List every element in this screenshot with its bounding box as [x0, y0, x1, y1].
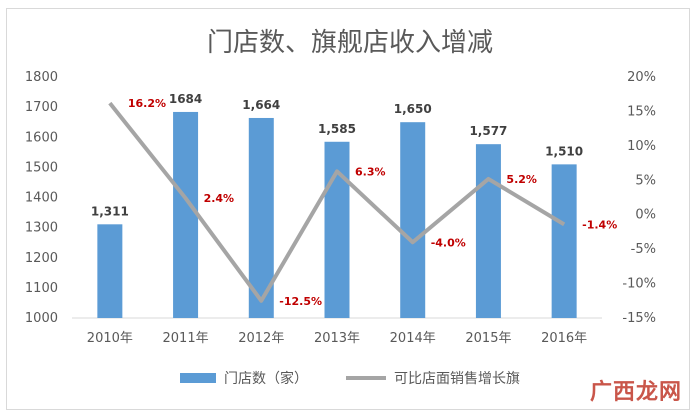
bar-data-label: 1,585	[318, 122, 356, 136]
y-left-tick-label: 1500	[25, 160, 58, 175]
bar-data-label: 1,311	[91, 204, 129, 218]
growth-data-label: -1.4%	[582, 218, 617, 231]
bar-data-label: 1,664	[242, 98, 280, 112]
bar	[97, 224, 123, 318]
growth-data-label: -4.0%	[431, 236, 466, 249]
bar-data-label: 1,650	[394, 102, 432, 116]
growth-data-label: 5.2%	[506, 173, 537, 186]
bar	[324, 141, 350, 318]
chart-title: 门店数、旗舰店收入增减	[206, 28, 493, 58]
watermark-logo: 广西龙网	[589, 380, 682, 405]
y-right-tick-label: -5%	[631, 242, 656, 257]
y-left-tick-label: 1400	[25, 191, 58, 206]
legend-swatch-growth	[346, 376, 386, 380]
x-tick-label: 2015年	[465, 331, 511, 346]
bar	[475, 144, 501, 318]
x-tick-label: 2013年	[314, 331, 360, 346]
growth-data-label: -12.5%	[279, 295, 322, 308]
bar	[551, 164, 577, 318]
y-left-tick-label: 1000	[25, 311, 58, 326]
growth-line	[108, 101, 566, 303]
y-right-tick-label: 20%	[627, 70, 656, 85]
x-tick-label: 2014年	[390, 331, 436, 346]
chart-legend: 门店数（家） 可比店面销售增长旗	[0, 368, 700, 388]
y-left-tick-label: 1700	[25, 100, 58, 115]
bar	[400, 122, 426, 318]
y-left-tick-label: 1300	[25, 221, 58, 236]
x-tick-label: 2012年	[238, 331, 284, 346]
growth-data-label: 6.3%	[355, 165, 386, 178]
legend-label-stores: 门店数（家）	[224, 371, 308, 387]
y-left-tick-label: 1600	[25, 130, 58, 145]
y-right-tick-label: 15%	[627, 104, 656, 119]
growth-data-label: 16.2%	[128, 97, 166, 110]
bar	[173, 111, 199, 318]
x-tick-label: 2011年	[163, 331, 209, 346]
legend-item-stores: 门店数（家）	[180, 368, 308, 388]
y-right-tick-label: -15%	[622, 311, 656, 326]
bar-data-label: 1684	[169, 92, 202, 106]
y-right-tick-label: -10%	[622, 277, 656, 292]
legend-swatch-stores	[180, 373, 216, 383]
y-right-tick-label: 10%	[627, 139, 656, 154]
y-left-tick-label: 1100	[25, 281, 58, 296]
y-right-tick-label: 0%	[635, 208, 656, 223]
y-left-tick-label: 1800	[25, 70, 58, 85]
legend-label-growth: 可比店面销售增长旗	[394, 371, 520, 387]
y-left-tick-label: 1200	[25, 251, 58, 266]
y-right-tick-label: 5%	[635, 173, 656, 188]
growth-data-label: 2.4%	[204, 192, 235, 205]
bar-data-label: 1,577	[469, 124, 507, 138]
x-tick-label: 2010年	[87, 331, 133, 346]
bar-data-label: 1,510	[545, 144, 583, 158]
legend-item-growth: 可比店面销售增长旗	[346, 368, 520, 388]
x-tick-label: 2016年	[541, 331, 587, 346]
